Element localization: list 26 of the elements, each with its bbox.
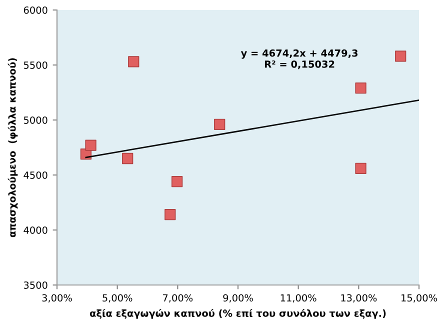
point (355, 82, 366, 94)
x-tick-label: 7,00% (163, 294, 193, 303)
x-tick-label: 5,00% (102, 294, 132, 303)
annotation: y = 4674,2x + 4479,3 (240, 49, 358, 59)
x-tick-label: 15,00% (402, 294, 437, 303)
annotation: R² = 0,15032 (264, 60, 334, 70)
point (164, 209, 176, 220)
x-tick-label: 3,00% (42, 294, 72, 303)
point (85, 140, 96, 151)
y-tick-label: 6000 (24, 6, 48, 14)
x-tick-label: 9,00% (223, 294, 253, 303)
y-tick-label: 3500 (24, 281, 48, 289)
y-axis-title: απασχολούμενο (φύλλα καπνού) (8, 58, 18, 238)
y-tick-label: 4500 (24, 171, 48, 179)
y-tick-label: 5500 (24, 61, 48, 69)
point (395, 50, 406, 62)
x-tick-label: 13,00% (341, 294, 377, 303)
point (171, 176, 183, 188)
x-tick-label: 11,00% (280, 294, 316, 303)
point (122, 152, 134, 164)
point (214, 118, 226, 130)
point (355, 162, 366, 174)
y-tick-label: 5000 (24, 116, 48, 124)
point (128, 56, 140, 68)
y-tick-label: 4000 (24, 226, 48, 234)
x-axis-title: αξία εξαγωγών καπνού (% επί του συνόλου των εξαγ.) (90, 308, 386, 319)
